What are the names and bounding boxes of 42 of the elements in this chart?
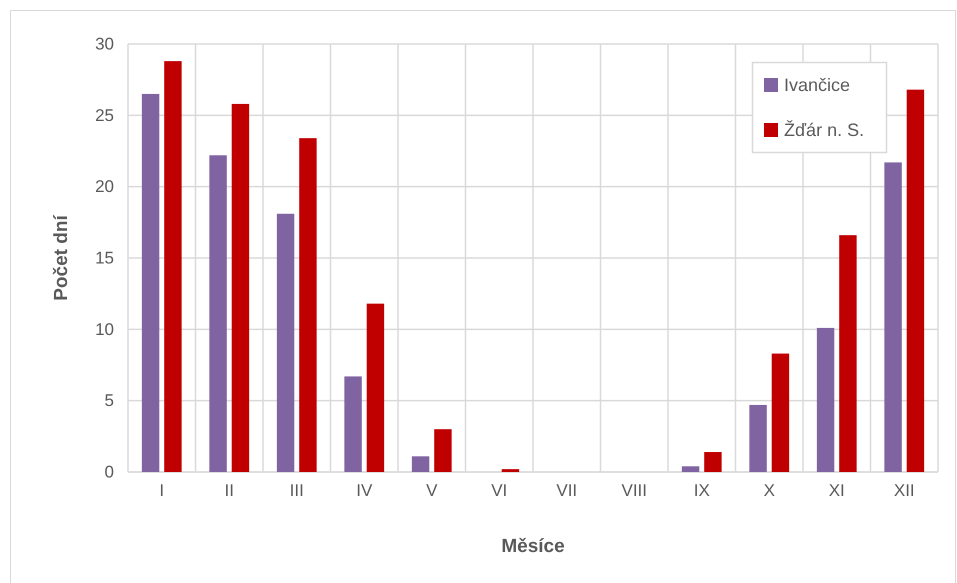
bar <box>816 328 834 472</box>
y-tick-label: 5 <box>104 391 114 410</box>
bar <box>276 214 294 472</box>
legend-label: Žďár n. S. <box>784 120 864 140</box>
x-tick-label: IV <box>356 481 373 500</box>
x-tick-label: III <box>290 481 304 500</box>
x-tick-label: VIII <box>621 481 648 500</box>
bar <box>906 90 924 472</box>
bar <box>839 235 857 472</box>
x-tick-label: IX <box>694 481 710 500</box>
y-tick-label: 25 <box>95 106 114 125</box>
bar <box>682 466 700 472</box>
bar <box>772 354 790 472</box>
bar <box>299 138 317 472</box>
y-axis-title: Počet dní <box>51 214 72 301</box>
bar <box>344 376 362 472</box>
y-tick-label: 10 <box>95 320 114 339</box>
x-tick-label: XI <box>828 481 845 500</box>
y-tick-label: 0 <box>104 462 114 482</box>
bar <box>209 155 227 472</box>
x-tick-label: XII <box>894 481 915 500</box>
bar <box>366 304 384 472</box>
bar <box>704 452 722 472</box>
x-tick-label: VII <box>556 481 578 500</box>
y-tick-label: 15 <box>95 248 114 268</box>
bar <box>884 162 902 472</box>
x-tick-label: II <box>224 481 234 500</box>
bar <box>502 469 520 472</box>
y-tick-label: 30 <box>95 34 114 54</box>
y-tick-label: 20 <box>95 177 114 196</box>
x-axis-title: Měsíce <box>501 536 565 557</box>
bar <box>749 404 767 472</box>
x-tick-label: X <box>764 481 775 500</box>
bar <box>232 104 250 472</box>
legend-label: Ivančice <box>784 75 850 95</box>
x-tick-label: I <box>159 481 164 500</box>
bar <box>434 429 452 472</box>
bar <box>164 61 182 472</box>
x-tick-label: VI <box>491 481 508 500</box>
x-tick-label: V <box>426 481 438 500</box>
bar <box>142 94 160 472</box>
bar <box>412 456 430 472</box>
